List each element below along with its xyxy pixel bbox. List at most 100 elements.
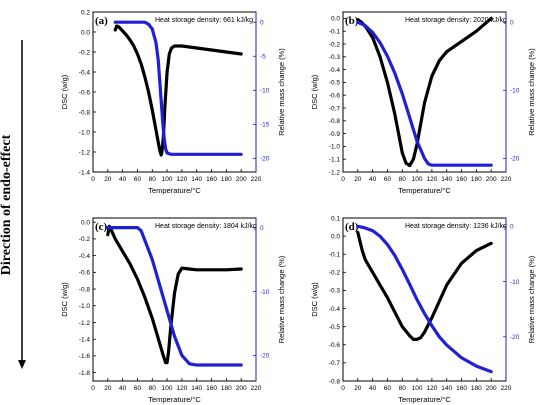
y-left-axis-title-d: DSC (w/g) (310, 282, 319, 317)
panel-label-c: (c) (95, 221, 108, 233)
y-left-tick-label-d: -0.6 (329, 342, 341, 349)
annotation-b: Heat storage density: 2020 kJ/kg (405, 17, 507, 24)
x-tick-label-d: 120 (426, 385, 437, 392)
x-tick-label-a: 0 (91, 176, 95, 183)
y-left-tick-label-c: -1.4 (79, 337, 91, 344)
y-left-tick-label-d: -0.4 (329, 306, 341, 313)
endo-direction-arrowhead (18, 360, 26, 369)
x-tick-label-a: 100 (162, 176, 173, 183)
mass-change-curve-a (113, 20, 243, 156)
panel-label-a: (a) (95, 15, 108, 27)
y-left-tick-label-c: -1.8 (79, 370, 91, 377)
x-tick-label-d: 220 (501, 385, 512, 392)
x-tick-label-b: 0 (341, 176, 345, 183)
y-left-tick-label-b: -1.2 (329, 169, 341, 176)
y-left-axis-title-b: DSC (w/g) (310, 74, 319, 109)
y-left-tick-label-a: -0.6 (79, 89, 91, 96)
x-tick-label-a: 60 (134, 176, 142, 183)
y-left-tick-label-c: -0.4 (79, 253, 91, 260)
y-left-tick-label-c: -0.8 (79, 286, 91, 293)
panel-a: 0 20 40 60 80 100 120 140 160 180 200 220 -1.4 -1.2 -1… (60, 9, 286, 195)
y-left-tick-label-b: -1.0 (329, 144, 341, 151)
y-right-axis-title-c: Relative mass change (%) (277, 255, 286, 343)
dsc-curve-b (356, 16, 493, 168)
mass-change-curve-c (106, 225, 243, 367)
panel-b: 0 20 40 60 80 100 120 140 160 180 200 220 -1.2 -1.1 -1… (310, 11, 536, 195)
x-tick-label-b: 80 (399, 176, 407, 183)
x-tick-label-a: 120 (176, 176, 187, 183)
x-tick-label-c: 80 (149, 385, 157, 392)
x-tick-label-a: 20 (104, 176, 112, 183)
y-right-tick-label-d: -20 (510, 334, 520, 341)
x-tick-label-d: 0 (341, 385, 345, 392)
y-right-tick-label-d: 0 (510, 224, 514, 231)
y-left-tick-label-a: -0.8 (79, 109, 91, 116)
x-tick-label-c: 220 (251, 385, 262, 392)
x-axis-title-c: Temperature/°C (148, 395, 201, 404)
x-tick-label-b: 40 (369, 176, 377, 183)
y-left-tick-label-c: -0.6 (79, 270, 91, 277)
annotation-d: Heat storage density: 1236 kJ/kg (405, 223, 507, 230)
y-left-tick-label-b: -0.9 (329, 131, 341, 138)
x-tick-label-c: 60 (134, 385, 142, 392)
x-axis-title-a: Temperature/°C (148, 186, 201, 195)
y-left-tick-label-b: -0.6 (329, 93, 341, 100)
x-tick-label-b: 160 (456, 176, 467, 183)
y-left-tick-label-a: -0.4 (79, 69, 91, 76)
x-tick-label-d: 60 (384, 385, 392, 392)
plot-frame-a (92, 11, 257, 173)
y-right-tick-label-c: -20 (260, 353, 270, 360)
y-left-tick-label-c: -0.2 (79, 236, 91, 243)
x-tick-label-c: 100 (162, 385, 173, 392)
x-tick-label-c: 140 (191, 385, 202, 392)
y-right-axis-title-a: Relative mass change (%) (277, 48, 286, 136)
y-left-tick-label-a: -1.4 (79, 169, 91, 176)
x-tick-label-d: 80 (399, 385, 407, 392)
dsc-curve-c (106, 224, 243, 365)
x-tick-label-c: 40 (119, 385, 127, 392)
x-tick-label-d: 200 (486, 385, 497, 392)
y-right-tick-label-b: -20 (510, 156, 520, 163)
y-left-tick-label-a: 0.0 (81, 29, 90, 36)
y-left-tick-label-b: -0.5 (329, 80, 341, 87)
plot-frame-b (342, 11, 507, 173)
y-left-tick-label-d: 0.0 (331, 233, 340, 240)
y-left-tick-label-b: -0.3 (329, 54, 341, 61)
y-left-tick-label-b: -0.1 (329, 29, 341, 36)
plot-frame-d (342, 217, 507, 382)
x-tick-label-b: 200 (486, 176, 497, 183)
x-tick-label-a: 40 (119, 176, 127, 183)
y-left-axis-title-a: DSC (w/g) (60, 74, 69, 109)
y-right-tick-label-c: 0 (260, 225, 264, 232)
y-left-tick-label-b: -1.1 (329, 157, 341, 164)
y-left-tick-label-d: -0.3 (329, 288, 341, 295)
y-left-tick-label-a: -0.2 (79, 49, 91, 56)
y-right-axis-title-b: Relative mass change (%) (527, 48, 536, 136)
y-right-tick-label-c: -10 (260, 289, 270, 296)
y-left-axis-title-c: DSC (w/g) (60, 282, 69, 317)
y-left-tick-label-b: -0.4 (329, 67, 341, 74)
x-tick-label-a: 160 (206, 176, 217, 183)
y-left-tick-label-b: 0.0 (331, 16, 340, 23)
x-axis-title-d: Temperature/°C (398, 395, 451, 404)
mass-change-curve-d (356, 224, 493, 374)
x-tick-label-b: 20 (354, 176, 362, 183)
y-right-tick-label-a: -5 (260, 54, 266, 61)
panel-c: 0 20 40 60 80 100 120 140 160 180 200 220 -1.8 -1.6 -1… (60, 217, 286, 404)
x-tick-label-a: 220 (251, 176, 262, 183)
x-tick-label-c: 20 (104, 385, 112, 392)
x-tick-label-c: 200 (236, 385, 247, 392)
x-tick-label-d: 180 (471, 385, 482, 392)
y-left-tick-label-b: -0.2 (329, 41, 341, 48)
y-right-tick-label-a: -15 (260, 122, 270, 129)
dsc-curve-a (113, 24, 243, 157)
panel-d: 0 20 40 60 80 100 120 140 160 180 200 220 -0.8 -0.7 -0… (310, 215, 536, 404)
x-tick-label-a: 200 (236, 176, 247, 183)
x-tick-label-c: 0 (91, 385, 95, 392)
y-left-tick-label-a: -1.2 (79, 149, 91, 156)
x-tick-label-a: 180 (221, 176, 232, 183)
y-left-tick-label-a: -1.0 (79, 129, 91, 136)
y-left-tick-label-d: -0.5 (329, 324, 341, 331)
x-tick-label-a: 140 (191, 176, 202, 183)
